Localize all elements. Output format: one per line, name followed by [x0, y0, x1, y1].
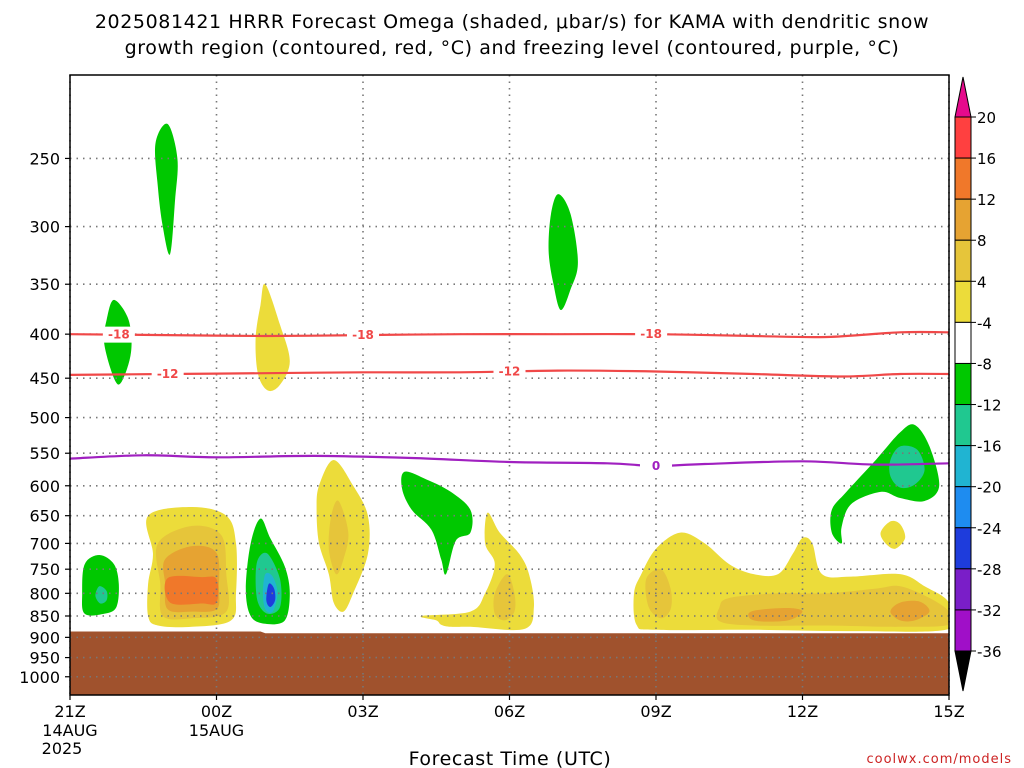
- colorbar: 20 16 12 8 4 -4 -8 -12 -16 -20 -24 -28 -32 -36: [954, 76, 1002, 692]
- omega-region-7: [880, 520, 906, 549]
- omega-region-5: [830, 424, 940, 544]
- colorbar-swatch-6: [954, 362, 972, 406]
- contour-label-bg--18-0: [102, 326, 135, 343]
- contour-label--12-1: -12: [499, 364, 521, 378]
- contour-label--18-0: -18: [108, 328, 130, 342]
- colorbar-label--20: -20: [977, 479, 1002, 497]
- y-tick-label-450: 450: [29, 369, 60, 388]
- contour-label-bg--18-1: [347, 327, 379, 344]
- omega-region-17: [266, 583, 276, 608]
- colorbar-label-8: 8: [977, 232, 987, 250]
- y-tick-label-700: 700: [29, 534, 60, 553]
- colorbar-swatch-0: [954, 116, 972, 159]
- colorbar-swatch-9: [954, 486, 972, 529]
- y-tick-label-300: 300: [29, 218, 60, 237]
- colorbar-label--8: -8: [977, 355, 992, 373]
- colorbar-swatch-10: [954, 527, 972, 570]
- contour-label--18-2: -18: [640, 327, 662, 341]
- x-tick-label-15Z: 15Z: [933, 702, 964, 721]
- colorbar-label-12: 12: [977, 191, 996, 209]
- colorbar-label--24: -24: [977, 520, 1002, 538]
- contour-0: [70, 454, 949, 468]
- omega-region-9: [95, 586, 108, 604]
- colorbar-swatch-2: [954, 198, 972, 241]
- chart-title-line-1: 2025081421 HRRR Forecast Omega (shaded, …: [95, 11, 929, 33]
- y-tick-label-650: 650: [29, 507, 60, 526]
- colorbar-label-4: 4: [977, 273, 987, 291]
- contour--12: [70, 369, 949, 378]
- y-tick-label-850: 850: [29, 607, 60, 626]
- x-tick-label-12Z: 12Z: [787, 702, 818, 721]
- colorbar-swatch-4: [954, 280, 972, 323]
- omega-region-1: [548, 194, 578, 311]
- colorbar-label--4: -4: [977, 314, 992, 332]
- x-tick-date-00Z: 15AUG: [189, 721, 244, 740]
- omega-region-2: [255, 283, 290, 392]
- y-tick-label-800: 800: [29, 584, 60, 603]
- y-tick-label-750: 750: [29, 560, 60, 579]
- colorbar-label-20: 20: [977, 109, 996, 127]
- contour-label-bg-0-0: [640, 457, 672, 474]
- y-tick-label-950: 950: [29, 649, 60, 668]
- colorbar-swatch-8: [954, 445, 972, 488]
- plot-area: -18 -18 -18 -12 -12 0 250 300 350 400 450 500 550 600…: [19, 74, 965, 758]
- y-tick-label-350: 350: [29, 275, 60, 294]
- x-tick-label-00Z: 00Z: [201, 702, 232, 721]
- omega-shading: [70, 123, 949, 695]
- x-tick-label-09Z: 09Z: [640, 702, 671, 721]
- contour-label-bg--12-0: [151, 366, 184, 383]
- colorbar-label--16: -16: [977, 438, 1002, 456]
- contour-label--12-0: -12: [157, 367, 179, 381]
- colorbar-swatch-5: [954, 321, 972, 364]
- colorbar-top-arrow: [954, 76, 972, 118]
- y-tick-label-250: 250: [29, 149, 60, 168]
- contour-label-0-0: 0: [652, 459, 660, 473]
- colorbar-bottom-arrow: [954, 650, 972, 692]
- omega-region-26: [890, 600, 930, 622]
- y-tick-label-1000: 1000: [19, 668, 60, 687]
- x-tick-label-03Z: 03Z: [347, 702, 378, 721]
- contours: -18 -18 -18 -12 -12 0: [70, 326, 949, 474]
- x-tick-year-21Z: 2025: [42, 739, 83, 758]
- contour-label-bg--12-1: [493, 363, 526, 380]
- colorbar-swatch-7: [954, 404, 972, 447]
- watermark: coolwx.com/models: [866, 752, 1012, 767]
- colorbar-label--36: -36: [977, 643, 1002, 661]
- colorbar-label--32: -32: [977, 602, 1002, 620]
- y-tick-label-900: 900: [29, 628, 60, 647]
- omega-region-0: [154, 123, 178, 255]
- x-tick-label-21Z: 21Z: [54, 702, 85, 721]
- colorbar-swatch-1: [954, 157, 972, 200]
- contour-label-bg--18-2: [635, 326, 668, 343]
- colorbar-swatch-3: [954, 239, 972, 282]
- contour--18: [70, 330, 949, 339]
- y-tick-label-400: 400: [29, 325, 60, 344]
- x-tick-date-21Z: 14AUG: [42, 721, 97, 740]
- y-tick-label-550: 550: [29, 444, 60, 463]
- omega-region-8: [82, 555, 119, 616]
- colorbar-swatch-12: [954, 609, 972, 652]
- omega-region-19: [328, 500, 349, 575]
- colorbar-label-16: 16: [977, 150, 996, 168]
- x-tick-label-06Z: 06Z: [494, 702, 525, 721]
- y-tick-label-500: 500: [29, 409, 60, 428]
- contour-label--18-1: -18: [352, 328, 374, 342]
- ground-fill: [70, 631, 949, 695]
- omega-region-25: [748, 607, 803, 622]
- colorbar-swatch-11: [954, 568, 972, 611]
- x-axis-label: Forecast Time (UTC): [409, 748, 612, 768]
- colorbar-label--12: -12: [977, 397, 1002, 415]
- chart-title-line-2: growth region (contoured, red, °C) and f…: [125, 37, 900, 59]
- omega-region-4: [401, 471, 473, 575]
- colorbar-label--28: -28: [977, 561, 1002, 579]
- y-tick-label-600: 600: [29, 477, 60, 496]
- omega-region-13: [164, 575, 219, 605]
- omega-region-6: [889, 445, 925, 489]
- omega-region-23: [645, 568, 672, 619]
